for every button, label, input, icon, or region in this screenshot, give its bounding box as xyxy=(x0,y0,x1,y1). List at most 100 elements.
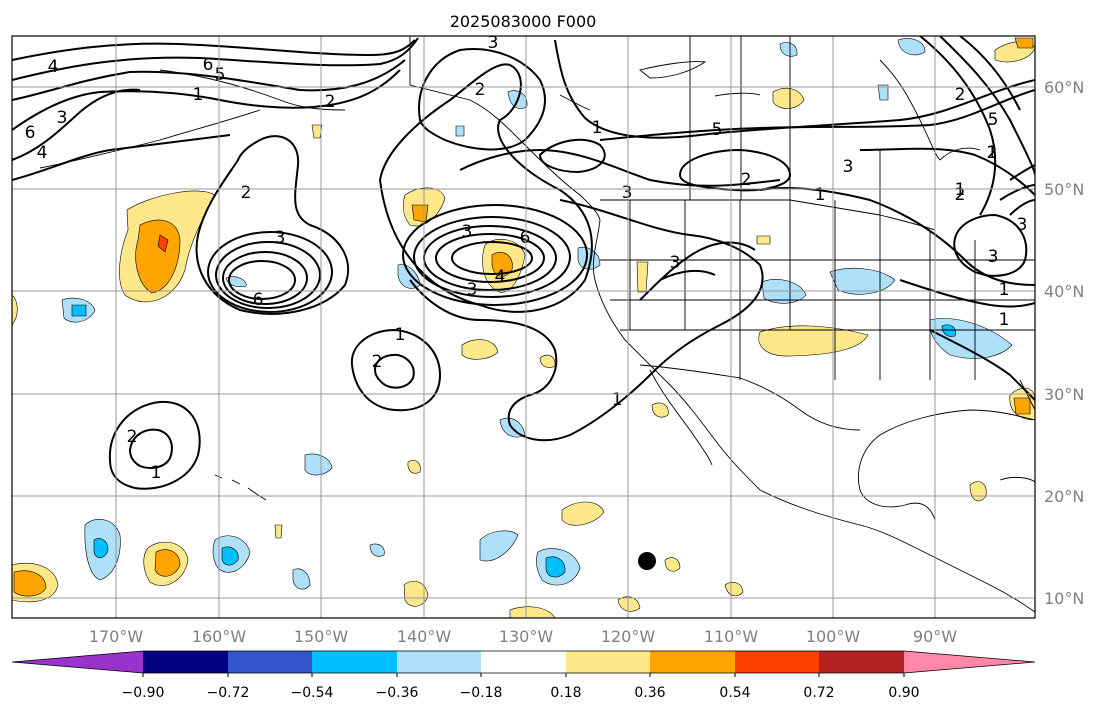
anomaly-negative xyxy=(545,556,566,578)
lat-label: 40°N xyxy=(1044,282,1084,301)
lon-label: 110°W xyxy=(704,627,759,646)
anomaly-positive xyxy=(772,87,805,109)
contour-label: 2 xyxy=(127,427,138,447)
contour-label: 3 xyxy=(988,247,999,267)
contour-label: 1 xyxy=(999,280,1010,300)
colorbar-tick-label: 0.90 xyxy=(888,685,919,701)
anomaly-negative xyxy=(304,453,333,476)
anomaly-positive xyxy=(561,501,605,526)
contour-label: 4 xyxy=(37,143,48,163)
contour-label: 2 xyxy=(325,92,336,112)
anomaly-negative xyxy=(292,568,311,590)
anomaly-positive-peak xyxy=(157,234,169,253)
contour-label: 2 xyxy=(241,183,252,203)
contour-label: 1 xyxy=(612,390,623,410)
contour-label: 3 xyxy=(843,157,854,177)
anomaly-positive xyxy=(758,325,869,357)
colorbar-tick-label: −0.54 xyxy=(291,685,334,701)
colorbar-tick-label: 0.54 xyxy=(719,685,750,701)
contour-label: 3 xyxy=(1017,215,1028,235)
anomaly-positive xyxy=(664,557,681,572)
map-plot-area: 4 6 5 3 6 4 1 2 3 2 3 2 1 5 3 2 1 3 6 2 … xyxy=(12,33,1035,618)
anomaly-positive xyxy=(617,596,641,612)
anomaly-positive xyxy=(491,251,513,277)
contour-label: 2 xyxy=(372,352,383,372)
lon-label: 170°W xyxy=(89,627,144,646)
anomaly-positive xyxy=(407,460,421,474)
anomaly-positive xyxy=(461,339,499,360)
colorbar-tick-label: −0.72 xyxy=(207,685,250,701)
lon-label: 140°W xyxy=(397,627,452,646)
contour-label: 1 xyxy=(955,180,966,200)
anomaly-positive xyxy=(403,580,429,607)
map-title: 2025083000 F000 xyxy=(450,12,597,31)
contour-label: 2 xyxy=(955,185,966,205)
colorbar-tick-label: −0.90 xyxy=(122,685,165,701)
anomaly-positive xyxy=(651,402,669,418)
contour-label: 3 xyxy=(57,108,68,128)
location-marker xyxy=(638,552,656,570)
contour-label: 1 xyxy=(987,143,998,163)
contour-label: 1 xyxy=(151,463,162,483)
anomaly-positive xyxy=(636,261,649,293)
contour-label: 2 xyxy=(475,80,486,100)
lon-label: 100°W xyxy=(806,627,861,646)
latitude-labels: 60°N 50°N 40°N 30°N 20°N 10°N xyxy=(1044,78,1084,608)
lat-label: 10°N xyxy=(1044,589,1084,608)
contour-label: 2 xyxy=(987,143,998,163)
colorbar-extend-high xyxy=(904,651,1035,673)
colorbar-bin xyxy=(650,651,735,673)
contour-label: 1 xyxy=(999,310,1010,330)
lat-label: 50°N xyxy=(1044,180,1084,199)
contour-label: 1 xyxy=(592,118,603,138)
colorbar-bin xyxy=(481,651,566,673)
anomaly-positive xyxy=(135,219,181,294)
colorbar-tick-label: 0.36 xyxy=(634,685,665,701)
contour-label: 2 xyxy=(741,170,752,190)
contour-label: 5 xyxy=(215,65,226,85)
lon-label: 120°W xyxy=(601,627,656,646)
colorbar-bin xyxy=(566,651,650,673)
lon-label: 160°W xyxy=(192,627,247,646)
contour-label: 1 xyxy=(815,185,826,205)
contour-label: 3 xyxy=(488,33,499,53)
anomaly-positive xyxy=(274,524,283,539)
contour-label: 6 xyxy=(203,55,214,75)
anomaly-negative xyxy=(455,125,465,137)
anomaly-negative xyxy=(369,543,385,557)
anomaly-positive xyxy=(154,549,181,577)
anomaly-positive xyxy=(509,606,556,618)
contour-label: 5 xyxy=(712,120,723,140)
contour-label: 3 xyxy=(275,228,286,248)
anomaly-negative xyxy=(479,530,519,562)
colorbar-bin xyxy=(397,651,481,673)
contour-label: 3 xyxy=(467,280,478,300)
anomaly-positive xyxy=(13,570,47,597)
lat-label: 30°N xyxy=(1044,385,1084,404)
contour-label: 4 xyxy=(48,57,59,77)
anomaly-negative xyxy=(71,304,87,317)
contour-label: 6 xyxy=(25,123,36,143)
contour-label: 3 xyxy=(622,183,633,203)
lon-label: 90°W xyxy=(913,627,957,646)
contour-label: 3 xyxy=(670,253,681,273)
anomaly-positive xyxy=(1014,37,1034,49)
colorbar-tick-label: −0.18 xyxy=(460,685,503,701)
lon-label: 150°W xyxy=(294,627,349,646)
colorbar xyxy=(11,650,1036,677)
colorbar-extend-low xyxy=(12,651,143,673)
colorbar-bin xyxy=(228,651,312,673)
contour-label: 3 xyxy=(462,222,473,242)
contour-label: 5 xyxy=(988,110,999,130)
colorbar-bin xyxy=(735,651,819,673)
anomaly-negative xyxy=(941,324,956,337)
contour-label: 6 xyxy=(253,290,264,310)
longitude-labels: 170°W 160°W 150°W 140°W 130°W 120°W 110°… xyxy=(89,627,957,646)
colorbar-tick-label: −0.36 xyxy=(376,685,419,701)
anomaly-positive xyxy=(756,235,771,245)
contour-label: 1 xyxy=(193,85,204,105)
anomaly-negative xyxy=(829,267,896,295)
anomaly-negative xyxy=(221,546,239,566)
colorbar-bin xyxy=(819,651,904,673)
